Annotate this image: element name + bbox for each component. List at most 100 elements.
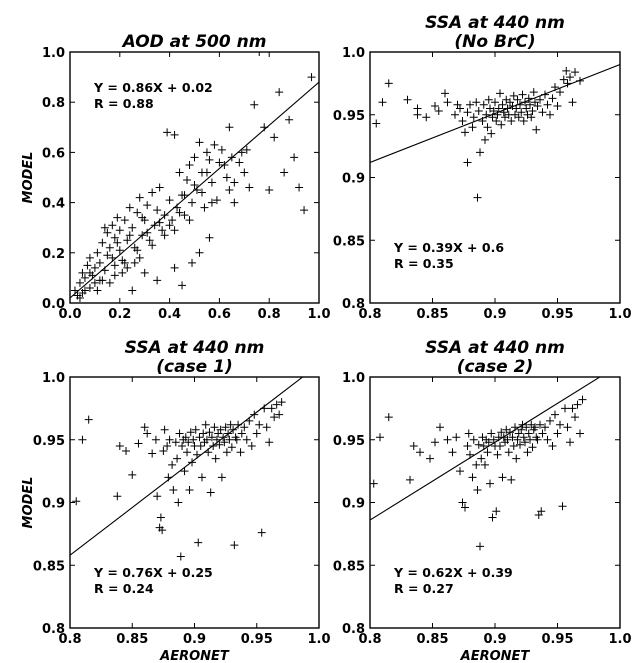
data-point bbox=[194, 538, 203, 547]
data-point bbox=[476, 542, 484, 551]
regression-line bbox=[70, 377, 304, 556]
data-point bbox=[270, 413, 279, 422]
data-point bbox=[250, 100, 259, 109]
data-point bbox=[175, 208, 184, 217]
data-point bbox=[474, 106, 483, 115]
data-point bbox=[210, 423, 219, 432]
data-point bbox=[236, 448, 245, 457]
data-point bbox=[185, 485, 194, 494]
data-point bbox=[528, 443, 537, 452]
data-point bbox=[113, 213, 122, 222]
data-point bbox=[527, 113, 536, 122]
data-point bbox=[205, 428, 214, 437]
data-point bbox=[118, 268, 127, 277]
data-point bbox=[196, 442, 205, 451]
data-point bbox=[558, 502, 567, 511]
x-tick-label: 0.85 bbox=[416, 307, 448, 322]
data-point bbox=[153, 276, 162, 285]
data-point bbox=[372, 119, 381, 128]
data-point bbox=[578, 395, 587, 404]
fit-annotation: Y = 0.76X + 0.25 bbox=[93, 565, 213, 580]
scatter-panel-4: SSA at 440 nm(case 2) 0.8 0.85 0.9 0.95 1.0 0.… bbox=[333, 338, 632, 663]
data-point bbox=[191, 425, 200, 434]
data-point bbox=[158, 226, 167, 235]
data-point bbox=[493, 450, 502, 459]
data-point bbox=[482, 110, 491, 119]
data-point bbox=[143, 201, 152, 210]
data-point bbox=[497, 428, 506, 437]
data-point bbox=[376, 433, 384, 442]
data-point bbox=[190, 181, 199, 190]
data-point bbox=[483, 448, 492, 457]
data-point bbox=[150, 221, 159, 230]
x-tick-label: 0.0 bbox=[58, 307, 81, 322]
fit-annotation: R = 0.24 bbox=[94, 581, 154, 596]
data-point bbox=[265, 438, 274, 447]
data-point bbox=[140, 423, 149, 432]
data-point bbox=[553, 101, 562, 110]
data-point bbox=[189, 435, 198, 444]
data-point bbox=[509, 91, 518, 100]
y-tick-label: 0.85 bbox=[333, 234, 365, 249]
data-point bbox=[481, 135, 489, 144]
data-point bbox=[483, 123, 492, 132]
data-point bbox=[516, 100, 524, 109]
data-point bbox=[98, 276, 107, 285]
data-point bbox=[469, 435, 478, 444]
data-point bbox=[521, 98, 529, 107]
data-point bbox=[562, 66, 571, 75]
data-point bbox=[178, 281, 187, 290]
scatter-panel-3: SSA at 440 nm(case 1) 0.8 0.85 0.9 0.95 1.0 0.… bbox=[21, 338, 331, 663]
x-tick-label: 0.8 bbox=[358, 307, 381, 322]
data-point bbox=[173, 203, 182, 212]
data-point bbox=[497, 120, 506, 129]
data-point bbox=[195, 248, 204, 257]
data-point bbox=[378, 98, 387, 107]
data-point bbox=[155, 183, 164, 192]
data-point bbox=[232, 435, 241, 444]
data-point bbox=[267, 404, 276, 413]
data-point bbox=[105, 278, 114, 287]
data-point bbox=[138, 213, 147, 222]
data-point bbox=[181, 433, 190, 442]
data-point bbox=[275, 410, 284, 419]
data-point bbox=[199, 429, 208, 438]
data-point bbox=[123, 236, 132, 245]
data-point bbox=[416, 448, 424, 457]
data-point bbox=[103, 251, 112, 260]
data-point bbox=[464, 429, 473, 438]
data-point bbox=[307, 73, 316, 82]
y-axis-label: MODEL bbox=[21, 152, 36, 204]
regression-line bbox=[370, 64, 620, 163]
data-point bbox=[105, 243, 114, 252]
data-point bbox=[72, 497, 81, 506]
data-point bbox=[122, 447, 131, 456]
data-point bbox=[197, 188, 206, 197]
data-point bbox=[503, 104, 512, 113]
x-tick-label: 0.9 bbox=[483, 307, 506, 322]
data-point bbox=[185, 216, 194, 225]
y-tick-label: 1.0 bbox=[42, 46, 65, 61]
data-point bbox=[529, 88, 538, 97]
y-tick-label: 1.0 bbox=[342, 46, 365, 61]
data-point bbox=[492, 117, 501, 126]
data-point bbox=[536, 95, 544, 104]
data-point bbox=[227, 443, 236, 452]
data-point bbox=[212, 196, 221, 205]
data-point bbox=[526, 435, 534, 444]
data-point bbox=[113, 238, 122, 247]
data-point bbox=[472, 460, 481, 469]
data-point bbox=[431, 438, 439, 447]
data-point bbox=[477, 454, 486, 463]
data-point bbox=[543, 100, 552, 109]
data-point bbox=[205, 233, 214, 242]
data-point bbox=[517, 425, 526, 434]
data-point bbox=[188, 458, 197, 467]
data-point bbox=[406, 475, 414, 484]
panel-subtitle: (No BrC) bbox=[454, 32, 535, 52]
data-point bbox=[512, 104, 521, 113]
data-point bbox=[207, 198, 216, 207]
data-point bbox=[568, 404, 577, 413]
data-point bbox=[168, 460, 177, 469]
data-point bbox=[472, 98, 481, 107]
